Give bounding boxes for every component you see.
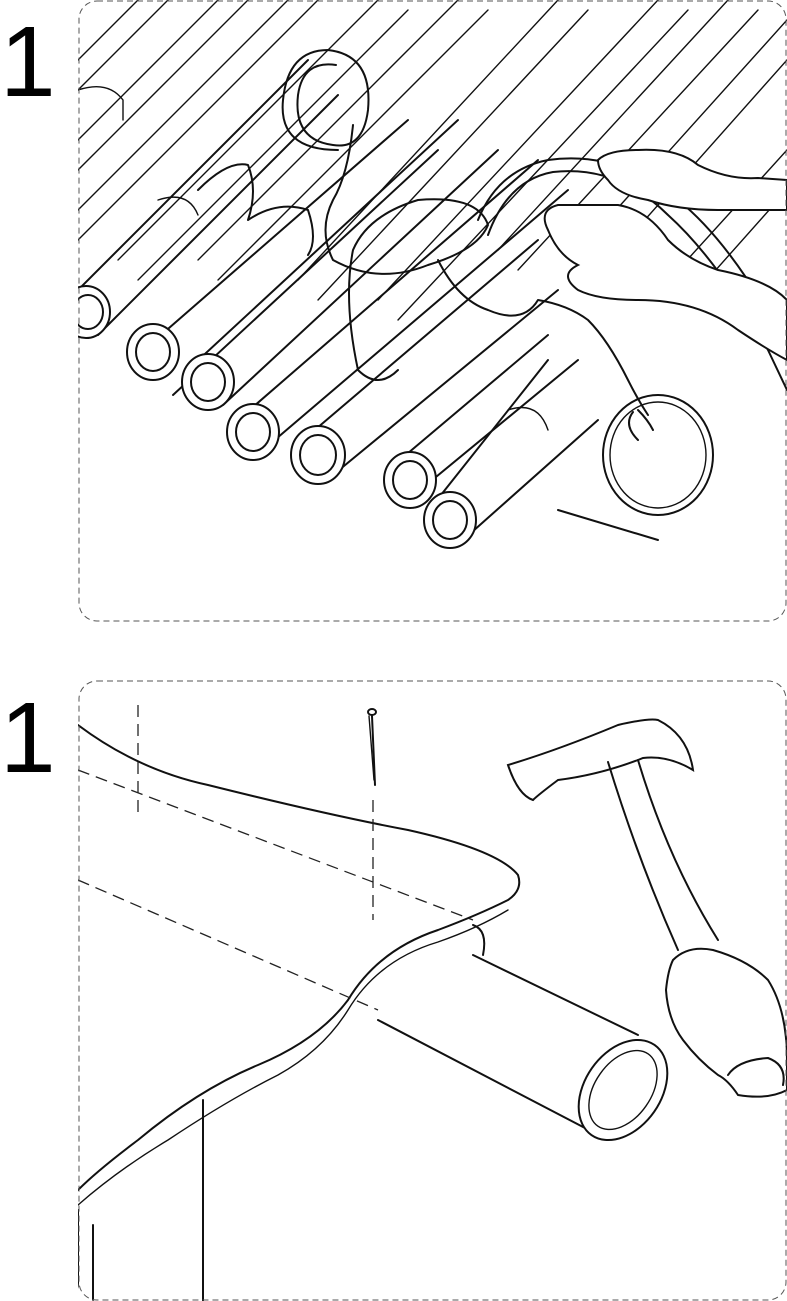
step-1-illustration xyxy=(78,0,787,622)
poles-icon xyxy=(78,59,714,549)
step-number-2: 1 xyxy=(0,682,56,794)
nail-icon xyxy=(367,708,377,786)
background-poles xyxy=(78,0,787,431)
step-2-illustration xyxy=(78,680,787,1301)
rope-tying-diagram xyxy=(78,0,787,622)
pole-icon xyxy=(377,954,669,1142)
step-number-1: 1 xyxy=(0,6,56,118)
nailing-diagram xyxy=(78,680,787,1301)
hand-icon xyxy=(543,148,787,362)
hammer-icon xyxy=(506,718,787,1098)
board-icon xyxy=(78,705,521,1301)
